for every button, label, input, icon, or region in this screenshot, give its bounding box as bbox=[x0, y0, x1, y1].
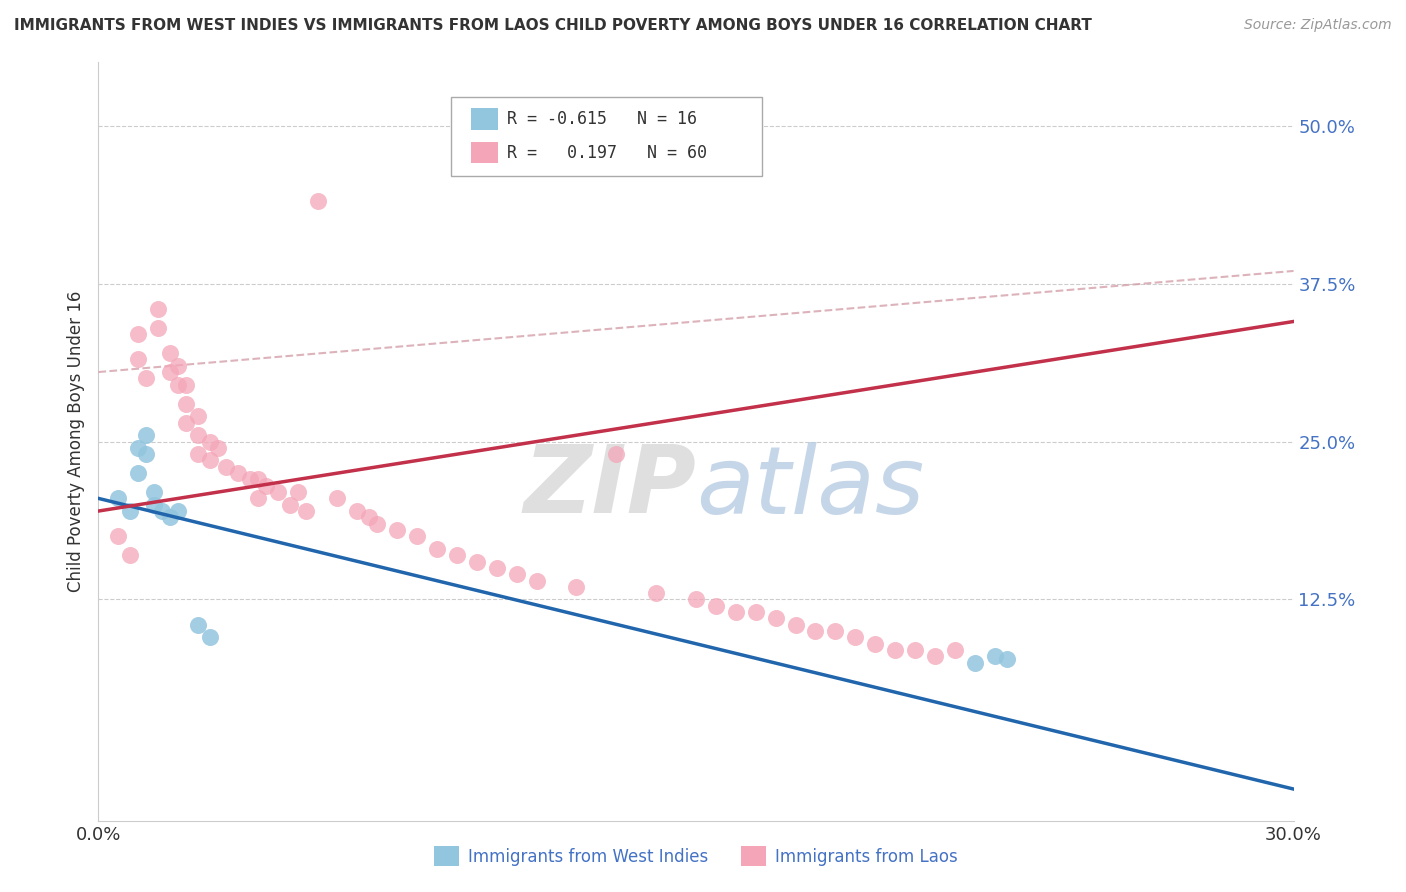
Point bbox=[745, 605, 768, 619]
Text: IMMIGRANTS FROM WEST INDIES VS IMMIGRANTS FROM LAOS CHILD POVERTY AMONG BOYS UND: IMMIGRANTS FROM WEST INDIES VS IMMIGRANT… bbox=[14, 18, 1092, 33]
Bar bbox=[471, 109, 498, 129]
FancyBboxPatch shape bbox=[451, 96, 762, 177]
Point bbox=[406, 529, 429, 543]
Point bbox=[565, 580, 588, 594]
Text: atlas: atlas bbox=[696, 442, 924, 533]
Point bbox=[645, 586, 668, 600]
Point bbox=[254, 479, 277, 493]
Point bbox=[485, 561, 508, 575]
Text: R =   0.197   N = 60: R = 0.197 N = 60 bbox=[508, 144, 707, 161]
Text: Source: ZipAtlas.com: Source: ZipAtlas.com bbox=[1244, 18, 1392, 32]
Point bbox=[107, 529, 129, 543]
Point bbox=[135, 447, 157, 461]
Point bbox=[135, 428, 157, 442]
Point bbox=[159, 346, 181, 360]
Point bbox=[159, 510, 181, 524]
Point bbox=[148, 301, 170, 316]
Point bbox=[143, 485, 166, 500]
Text: ZIP: ZIP bbox=[523, 441, 696, 533]
Bar bbox=[471, 142, 498, 163]
Point bbox=[326, 491, 349, 506]
Point bbox=[143, 498, 166, 512]
Point bbox=[148, 320, 170, 334]
Point bbox=[198, 631, 221, 645]
Point bbox=[226, 466, 249, 480]
Point bbox=[127, 327, 149, 342]
Point bbox=[346, 504, 368, 518]
Point bbox=[239, 473, 262, 487]
Point bbox=[287, 485, 309, 500]
Point bbox=[278, 498, 301, 512]
Point bbox=[120, 504, 142, 518]
Point bbox=[167, 359, 190, 373]
Point bbox=[246, 491, 269, 506]
Point bbox=[943, 643, 966, 657]
Point bbox=[246, 473, 269, 487]
Point bbox=[207, 441, 229, 455]
Point bbox=[765, 611, 787, 625]
Point bbox=[904, 643, 927, 657]
Point bbox=[704, 599, 727, 613]
Point bbox=[465, 555, 488, 569]
Point bbox=[605, 447, 627, 461]
Point bbox=[294, 504, 316, 518]
Point bbox=[884, 643, 907, 657]
Point bbox=[366, 516, 388, 531]
Point bbox=[724, 605, 747, 619]
Point bbox=[984, 649, 1007, 664]
Point bbox=[187, 447, 209, 461]
Point bbox=[446, 548, 468, 563]
Point bbox=[865, 637, 887, 651]
Legend: Immigrants from West Indies, Immigrants from Laos: Immigrants from West Indies, Immigrants … bbox=[427, 839, 965, 873]
Point bbox=[685, 592, 707, 607]
Point bbox=[174, 377, 197, 392]
Point bbox=[187, 409, 209, 424]
Point bbox=[127, 352, 149, 367]
Point bbox=[159, 365, 181, 379]
Point bbox=[385, 523, 409, 537]
Point bbox=[824, 624, 846, 639]
Point bbox=[187, 617, 209, 632]
Point bbox=[120, 548, 142, 563]
Point bbox=[307, 194, 329, 209]
Point bbox=[526, 574, 548, 588]
Point bbox=[995, 652, 1018, 666]
Y-axis label: Child Poverty Among Boys Under 16: Child Poverty Among Boys Under 16 bbox=[66, 291, 84, 592]
Point bbox=[198, 434, 221, 449]
Point bbox=[167, 504, 190, 518]
Point bbox=[187, 428, 209, 442]
Point bbox=[963, 656, 986, 670]
Text: R = -0.615   N = 16: R = -0.615 N = 16 bbox=[508, 110, 697, 128]
Point bbox=[135, 371, 157, 385]
Point bbox=[426, 541, 449, 556]
Point bbox=[167, 377, 190, 392]
Point bbox=[506, 567, 529, 582]
Point bbox=[198, 453, 221, 467]
Point bbox=[174, 396, 197, 410]
Point bbox=[844, 631, 866, 645]
Point bbox=[924, 649, 946, 664]
Point bbox=[359, 510, 381, 524]
Point bbox=[267, 485, 290, 500]
Point bbox=[174, 416, 197, 430]
Point bbox=[150, 504, 173, 518]
Point bbox=[107, 491, 129, 506]
Point bbox=[215, 459, 238, 474]
Point bbox=[785, 617, 807, 632]
Point bbox=[804, 624, 827, 639]
Point bbox=[127, 441, 149, 455]
Point bbox=[127, 466, 149, 480]
